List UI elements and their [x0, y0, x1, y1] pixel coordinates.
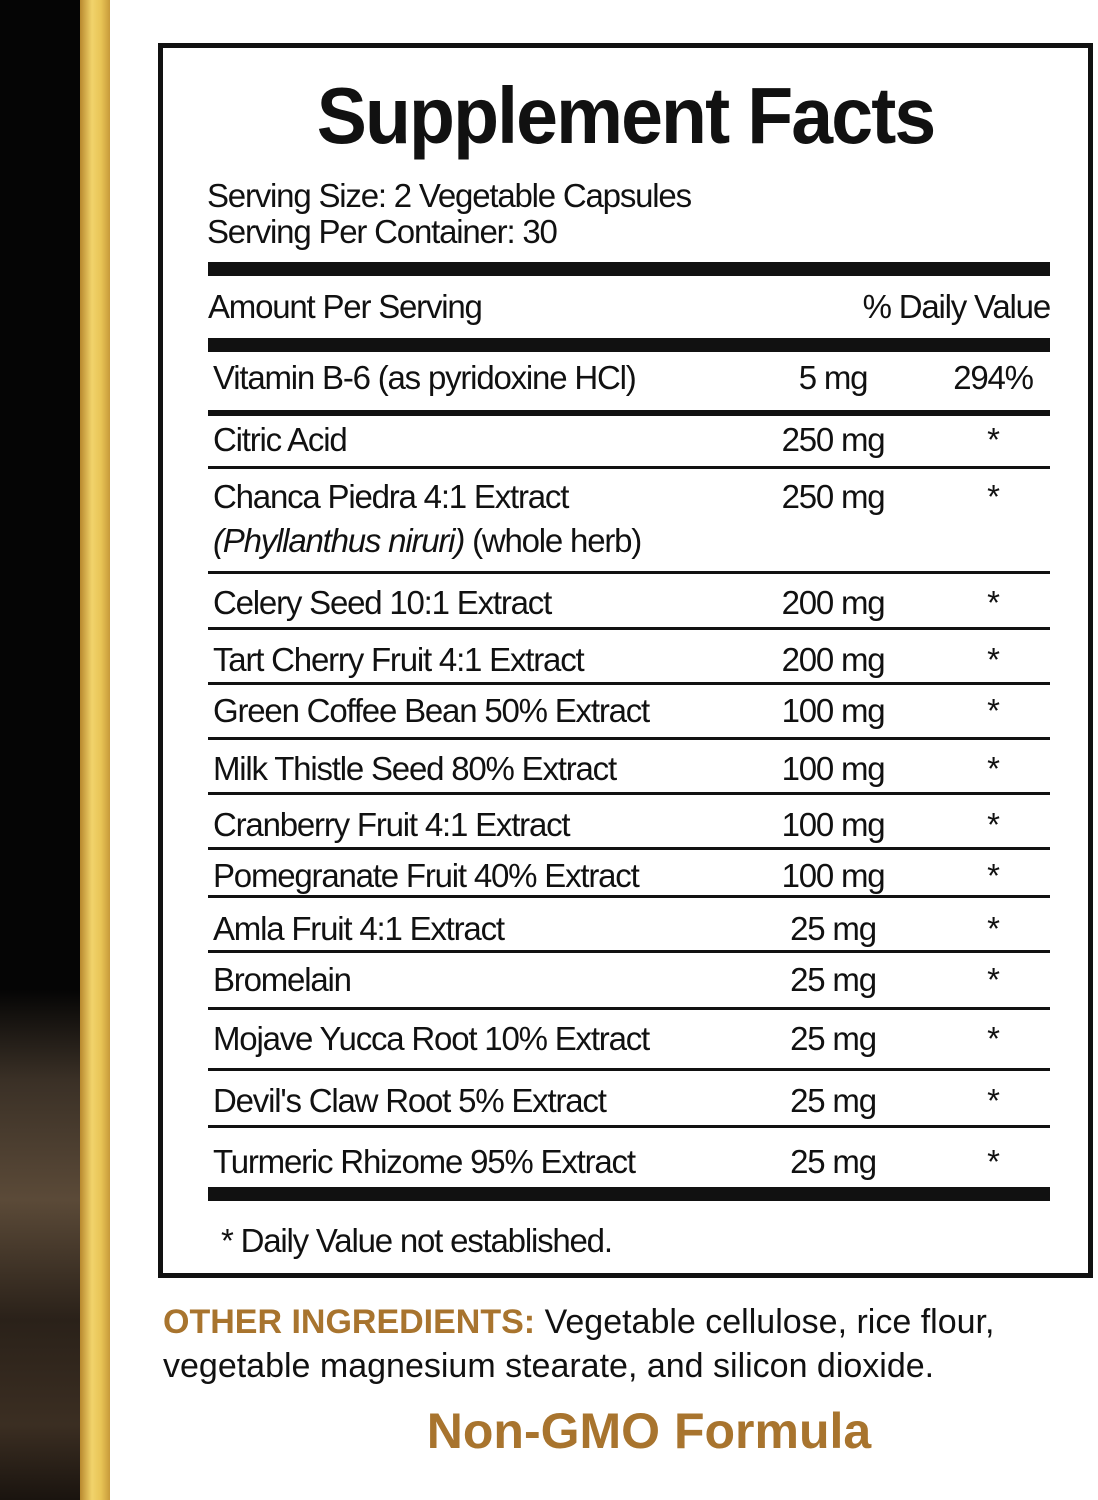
row-divider: [208, 410, 1050, 416]
divider-thick: [208, 338, 1050, 352]
ingredient-daily-value: *: [987, 1020, 1000, 1057]
row-divider: [208, 1068, 1050, 1071]
servings-per-container: Serving Per Container: 30: [207, 213, 558, 250]
row-divider: [208, 466, 1050, 469]
ingredient-daily-value: *: [987, 478, 1000, 515]
ingredient-daily-value: *: [987, 961, 1000, 998]
ingredient-amount: 5 mg: [798, 359, 869, 396]
ingredient-daily-value: *: [987, 806, 1000, 843]
ingredient-amount: 250 mg: [781, 478, 886, 515]
ingredient-amount: 100 mg: [781, 750, 886, 787]
ingredient-amount: 100 mg: [781, 806, 886, 843]
ingredient-amount: 25 mg: [790, 1082, 877, 1119]
ingredient-name: Celery Seed 10:1 Extract: [213, 584, 552, 621]
ingredient-daily-value: *: [987, 641, 1000, 678]
divider-thick: [208, 1187, 1050, 1201]
table-header: Amount Per Serving % Daily Value: [208, 288, 1052, 326]
decorative-dark-strip: [0, 0, 80, 1500]
ingredient-name: Chanca Piedra 4:1 Extract: [213, 478, 569, 515]
ingredient-daily-value: *: [987, 421, 1000, 458]
ingredient-amount: 25 mg: [790, 961, 877, 998]
row-divider: [208, 627, 1050, 630]
row-divider: [208, 950, 1050, 953]
row-divider: [208, 1007, 1050, 1010]
footnote: * Daily Value not established.: [221, 1222, 613, 1259]
other-ingredients-label: OTHER INGREDIENTS:: [163, 1303, 536, 1341]
ingredient-name: Turmeric Rhizome 95% Extract: [213, 1143, 636, 1180]
ingredient-name: Tart Cherry Fruit 4:1 Extract: [213, 641, 585, 678]
row-divider: [208, 737, 1050, 740]
row-divider: [208, 682, 1050, 685]
ingredient-amount: 100 mg: [781, 692, 886, 729]
plant-part: (whole herb): [464, 522, 642, 559]
ingredient-daily-value: *: [987, 1143, 1000, 1180]
ingredient-name: Bromelain: [213, 961, 352, 998]
ingredient-daily-value: *: [987, 857, 1000, 894]
row-divider: [208, 847, 1050, 850]
ingredient-subname: (Phyllanthus niruri) (whole herb): [213, 522, 642, 560]
ingredient-name: Pomegranate Fruit 40% Extract: [213, 857, 640, 894]
serving-size: Serving Size: 2 Vegetable Capsules: [207, 177, 692, 214]
row-divider: [208, 895, 1050, 898]
decorative-gold-strip: [80, 0, 110, 1500]
ingredient-name: Amla Fruit 4:1 Extract: [213, 910, 505, 947]
non-gmo-badge: Non-GMO Formula: [426, 1403, 872, 1459]
ingredient-daily-value: *: [987, 750, 1000, 787]
ingredient-name: Mojave Yucca Root 10% Extract: [213, 1020, 650, 1057]
ingredient-name: Green Coffee Bean 50% Extract: [213, 692, 650, 729]
ingredient-daily-value: 294%: [953, 359, 1034, 396]
botanical-name: (Phyllanthus niruri): [213, 522, 465, 559]
ingredient-amount: 25 mg: [790, 910, 877, 947]
row-divider: [208, 1125, 1050, 1128]
supplement-facts-panel: Supplement Facts Serving Size: 2 Vegetab…: [158, 43, 1093, 1278]
amount-per-serving-label: Amount Per Serving: [208, 288, 483, 325]
ingredient-name: Devil's Claw Root 5% Extract: [213, 1082, 607, 1119]
ingredient-daily-value: *: [987, 910, 1000, 947]
other-ingredients-text: Vegetable cellulose, rice flour, vegetab…: [163, 1303, 995, 1385]
ingredient-amount: 200 mg: [781, 641, 886, 678]
ingredient-amount: 25 mg: [790, 1143, 877, 1180]
ingredient-name: Citric Acid: [213, 421, 348, 458]
daily-value-label: % Daily Value: [862, 288, 1052, 325]
ingredient-amount: 25 mg: [790, 1020, 877, 1057]
divider-thick: [208, 262, 1050, 276]
ingredient-name: Cranberry Fruit 4:1 Extract: [213, 806, 571, 843]
row-divider: [208, 792, 1050, 795]
other-ingredients: OTHER INGREDIENTS: Vegetable cellulose, …: [163, 1300, 1098, 1388]
ingredient-daily-value: *: [987, 1082, 1000, 1119]
ingredient-name: Milk Thistle Seed 80% Extract: [213, 750, 617, 787]
ingredient-daily-value: *: [987, 692, 1000, 729]
ingredient-amount: 250 mg: [781, 421, 886, 458]
panel-title: Supplement Facts: [316, 71, 936, 160]
ingredient-name: Vitamin B-6 (as pyridoxine HCl): [213, 359, 637, 396]
row-divider: [208, 571, 1050, 574]
ingredient-daily-value: *: [987, 584, 1000, 621]
ingredient-amount: 200 mg: [781, 584, 886, 621]
ingredient-amount: 100 mg: [781, 857, 886, 894]
